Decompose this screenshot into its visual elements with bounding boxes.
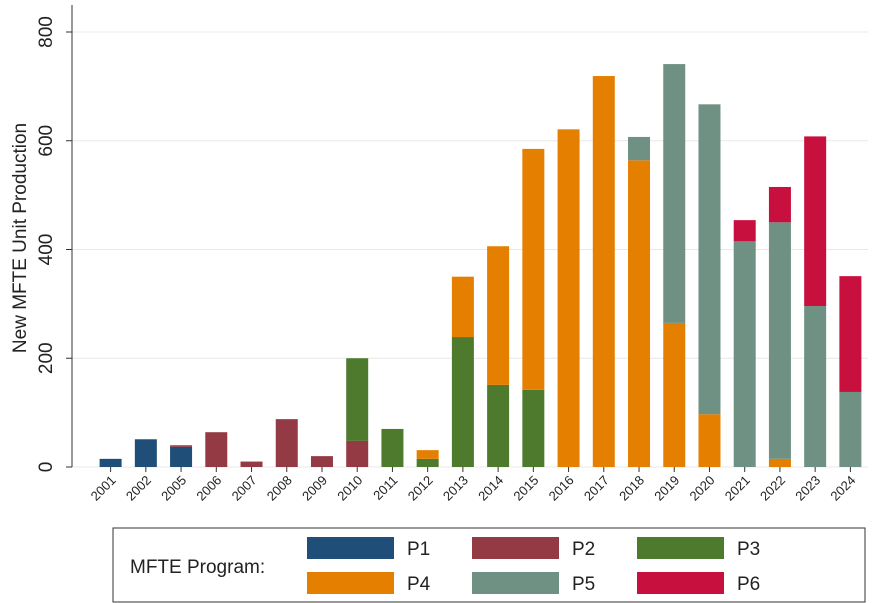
x-tick-label: 2022 xyxy=(757,473,788,504)
bar-segment xyxy=(240,461,263,467)
legend-label: P5 xyxy=(572,574,595,595)
x-tick-label: 2016 xyxy=(546,473,577,504)
bar-segment xyxy=(663,64,686,323)
x-tick-label: 2001 xyxy=(88,473,119,504)
legend-swatch xyxy=(307,537,394,559)
x-tick-label: 2010 xyxy=(334,473,365,504)
y-tick-label: 400 xyxy=(36,234,57,266)
bar-segment xyxy=(839,391,862,467)
x-tick-label: 2013 xyxy=(440,473,471,504)
bar-segment xyxy=(487,246,510,385)
x-tick-label: 2023 xyxy=(792,473,823,504)
x-tick-label: 2011 xyxy=(370,473,400,503)
bar-segment xyxy=(804,306,827,467)
bar-segment xyxy=(451,276,474,338)
bar-segment xyxy=(698,104,721,415)
bar-segment xyxy=(768,186,791,223)
bar-segment xyxy=(416,458,439,467)
legend-label: P4 xyxy=(407,574,431,595)
y-tick-label: 800 xyxy=(36,16,57,48)
y-tick-label: 0 xyxy=(36,462,57,473)
bar-segment xyxy=(346,440,369,467)
bar-segment xyxy=(170,445,193,447)
x-tick-label: 2014 xyxy=(475,473,506,504)
bar-segment xyxy=(170,446,193,467)
x-tick-label: 2005 xyxy=(158,473,189,504)
x-tick-label: 2006 xyxy=(193,473,224,504)
bar-segment xyxy=(381,428,404,467)
bar-segment xyxy=(134,439,157,467)
bar-segment xyxy=(557,129,580,468)
bar-segment xyxy=(522,389,545,467)
x-tick-label: 2008 xyxy=(264,473,295,504)
legend-title: MFTE Program: xyxy=(130,557,265,578)
legend-swatch xyxy=(472,572,559,594)
legend-label: P1 xyxy=(407,539,430,560)
bar-segment xyxy=(839,276,862,392)
bar-segment xyxy=(804,136,827,307)
x-tick-label: 2015 xyxy=(510,473,541,504)
x-tick-label: 2017 xyxy=(581,473,612,504)
bar-segment xyxy=(698,414,721,467)
bar-segment xyxy=(628,136,651,161)
x-tick-label: 2002 xyxy=(123,473,154,504)
legend-label: P3 xyxy=(737,539,760,560)
legend-label: P6 xyxy=(737,574,760,595)
legend-swatch xyxy=(307,572,394,594)
y-axis-label: New MFTE Unit Production xyxy=(10,123,31,353)
y-tick-label: 600 xyxy=(36,125,57,157)
bar-segment xyxy=(487,384,510,467)
bar-segment xyxy=(416,450,439,459)
bar-segment xyxy=(522,148,545,390)
bar-segment xyxy=(733,241,756,467)
x-tick-label: 2019 xyxy=(651,473,682,504)
bar-segment xyxy=(663,322,686,467)
legend-label: P2 xyxy=(572,539,595,560)
bar-segment xyxy=(99,458,122,467)
bar-segment xyxy=(768,458,791,467)
bar-segment xyxy=(451,337,474,467)
legend-swatch xyxy=(637,572,724,594)
bar-segment xyxy=(346,358,369,441)
x-tick-label: 2009 xyxy=(299,473,330,504)
bar-segment xyxy=(628,160,651,467)
x-tick-label: 2018 xyxy=(616,473,647,504)
bar-segment xyxy=(205,432,228,467)
bar-segment xyxy=(733,220,756,242)
bar-segment xyxy=(768,222,791,459)
legend-swatch xyxy=(472,537,559,559)
x-tick-label: 2007 xyxy=(229,473,260,504)
x-tick-label: 2012 xyxy=(405,473,436,504)
bar-segment xyxy=(592,76,615,467)
y-tick-label: 200 xyxy=(36,342,57,374)
x-tick-label: 2024 xyxy=(827,473,858,504)
legend-swatch xyxy=(637,537,724,559)
x-tick-label: 2021 xyxy=(722,473,753,504)
x-tick-label: 2020 xyxy=(687,473,718,504)
bar-segment xyxy=(310,456,333,467)
bar-segment xyxy=(275,419,298,467)
